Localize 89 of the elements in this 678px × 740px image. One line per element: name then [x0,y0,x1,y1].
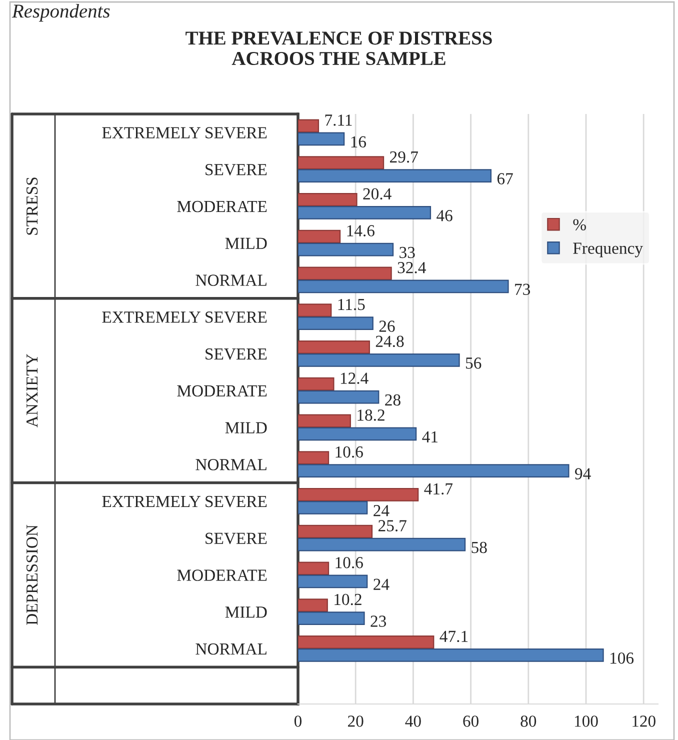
bar [298,242,394,256]
bar [298,316,374,330]
y-tick-label: EXTREMELY SEVERE [102,496,267,508]
data-label: 32.4 [398,262,426,274]
bar [298,156,384,170]
y-tick-label: MODERATE [177,570,267,581]
text: Respondents [12,4,110,22]
x-tick-label: 120 [632,716,656,727]
data-label: 41 [422,431,438,442]
y-tick-label: SEVERE [206,164,267,176]
data-label: 29.7 [390,151,418,163]
data-label: 10.2 [334,594,362,606]
data-label: 7.11 [325,114,352,126]
x-tick-label: 0 [294,716,302,727]
bar [298,488,419,502]
bar [298,612,365,625]
y-tick-label: NORMAL [196,459,266,470]
data-label: 47.1 [440,630,468,642]
x-tick-label: 60 [463,716,478,727]
data-label: 26 [379,320,395,332]
data-label: 24 [374,505,390,516]
bar [298,280,509,294]
text: ANXIETY [26,354,38,428]
bar [298,598,328,612]
data-label: 73 [515,284,530,295]
bar [298,636,434,649]
data-label: 33 [400,246,415,258]
bar [298,230,341,244]
bar [298,304,332,318]
bar [298,562,330,576]
data-label: 23 [370,616,386,627]
y-tick-label: SEVERE [206,348,267,360]
bar [298,451,330,465]
data-label: 24 [374,578,390,590]
bar [298,524,373,538]
x-tick-label: 40 [405,716,421,727]
data-label: 41.7 [424,483,453,495]
y-tick-label: EXTREMELY SEVERE [102,312,267,323]
chart-title: THE PREVALENCE OF DISTRESS ACROOS THE SAMPLE [186,32,492,66]
text: STRESS [26,178,38,235]
data-label: 56 [466,358,482,369]
legend-label: Frequency [573,242,643,258]
data-label: 10.6 [336,446,363,458]
bar [298,340,370,354]
bar [298,574,368,588]
data-label: 16 [351,136,366,148]
x-tick-label: 80 [520,716,536,727]
data-label: 28 [385,394,400,406]
bar [298,169,492,182]
x-tick-label: 20 [348,716,364,727]
bar [298,193,358,206]
legend-label: % [573,219,586,230]
text: DEPRESSION [26,524,38,625]
data-label: 18.2 [358,409,384,421]
y-tick-label: MILD [225,606,267,618]
data-label: 106 [610,652,634,664]
y-tick-label: NORMAL [196,643,266,655]
data-label: 46 [436,210,452,222]
data-label: 12.4 [340,372,368,384]
bar [298,266,392,280]
data-label: 94 [575,468,591,480]
bar [298,390,380,404]
bar [298,538,466,552]
data-label: 24.8 [376,336,404,348]
bar [298,353,460,367]
bar [298,464,570,478]
y-tick-label: EXTREMELY SEVERE [102,127,267,138]
data-label: 25.7 [378,520,406,532]
y-tick-label: MILD [225,422,267,434]
bar [298,119,320,133]
y-tick-label: MODERATE [177,200,267,212]
data-label: 14.6 [347,225,374,236]
x-tick-label: 100 [574,716,598,727]
y-tick-label: MILD [225,238,267,249]
bar [298,648,604,662]
bar [298,132,345,146]
y-tick-label: MODERATE [177,385,267,397]
data-label: 67 [497,173,513,184]
y-tick-label: NORMAL [196,274,266,286]
bar [298,414,351,428]
data-label: 10.6 [336,556,363,568]
bar [298,377,334,391]
bar [298,206,432,220]
data-label: 11.5 [338,298,365,310]
bar [298,500,368,514]
data-label: 20.4 [363,188,392,200]
y-tick-label: SEVERE [206,532,267,544]
data-label: 58 [472,542,487,554]
bar [298,427,417,441]
